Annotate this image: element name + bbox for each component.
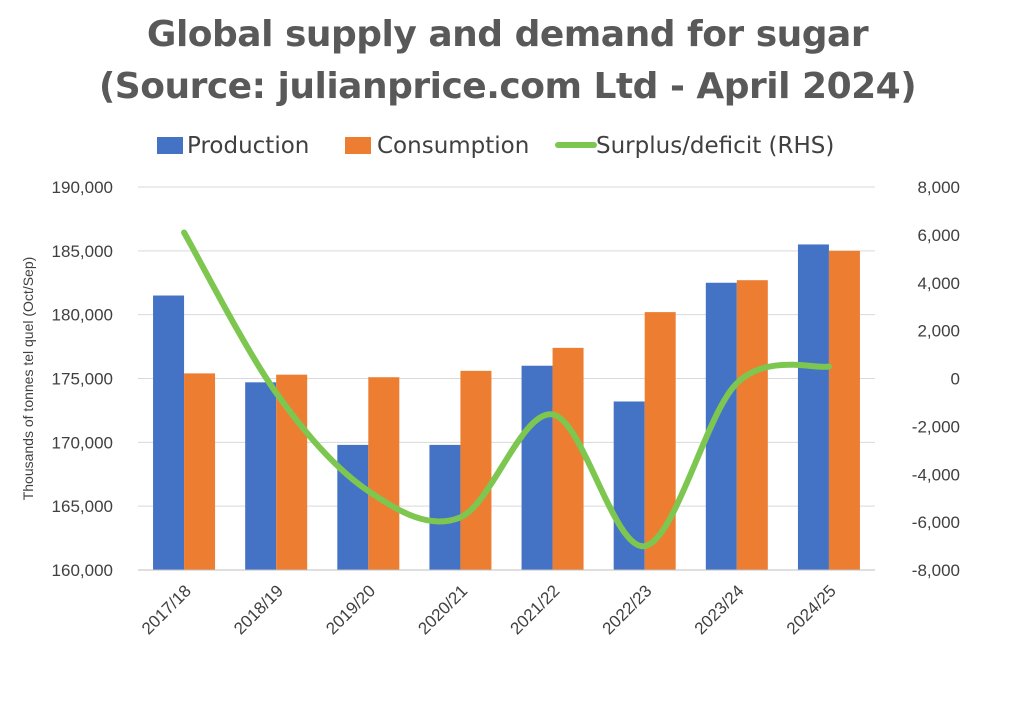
y-tick-label: 175,000	[52, 370, 113, 389]
y-axis-title: Thousands of tonnes tel quel (Oct/Sep)	[20, 257, 36, 501]
y2-tick-label: -6,000	[912, 513, 960, 532]
legend-label: Consumption	[377, 133, 529, 159]
consumption-bar	[184, 373, 216, 570]
legend-label: Production	[187, 133, 309, 159]
y2-tick-label: 6,000	[917, 226, 960, 245]
y2-tick-label: 8,000	[917, 178, 960, 197]
surplus-deficit-line	[181, 229, 832, 550]
production-bar	[245, 382, 277, 570]
legend-label: Surplus/deficit (RHS)	[596, 133, 834, 159]
y-tick-label: 185,000	[52, 242, 113, 261]
consumption-bar	[736, 280, 768, 570]
x-tick-label: 2024/25	[783, 581, 840, 638]
consumption-bar	[828, 250, 860, 571]
production-bar	[797, 244, 829, 570]
consumption-bar	[276, 374, 308, 570]
chart-title-line1: Global supply and demand for sugar	[146, 14, 869, 55]
x-tick-label: 2019/20	[322, 581, 379, 638]
production-bar	[337, 444, 369, 570]
legend-swatch-production	[157, 137, 183, 154]
production-bar	[153, 295, 185, 570]
x-tick-label: 2022/23	[599, 581, 656, 638]
consumption-bar	[552, 347, 584, 570]
y-tick-label: 160,000	[52, 561, 113, 580]
consumption-bar	[460, 370, 492, 570]
x-tick-label: 2017/18	[138, 581, 195, 638]
production-bar	[521, 365, 553, 570]
x-tick-label: 2023/24	[691, 581, 748, 638]
y2-tick-label: 4,000	[917, 274, 960, 293]
y-tick-label: 165,000	[52, 497, 113, 516]
chart-title-line2: (Source: julianprice.com Ltd - April 202…	[98, 66, 917, 107]
x-tick-label: 2021/22	[507, 581, 564, 638]
y-tick-label: 170,000	[52, 433, 113, 452]
y2-tick-label: -8,000	[912, 561, 960, 580]
y2-tick-label: -2,000	[912, 417, 960, 436]
y-tick-label: 180,000	[52, 306, 113, 325]
consumption-bar	[368, 377, 400, 570]
y2-tick-label: 0	[951, 370, 960, 389]
y-tick-label: 190,000	[52, 178, 113, 197]
consumption-bar	[644, 312, 676, 570]
x-tick-label: 2018/19	[230, 581, 287, 638]
legend-swatch-consumption	[345, 137, 371, 154]
production-bar	[429, 444, 461, 570]
y2-tick-label: -4,000	[912, 465, 960, 484]
y2-tick-label: 2,000	[917, 322, 960, 341]
x-tick-label: 2020/21	[414, 581, 471, 638]
